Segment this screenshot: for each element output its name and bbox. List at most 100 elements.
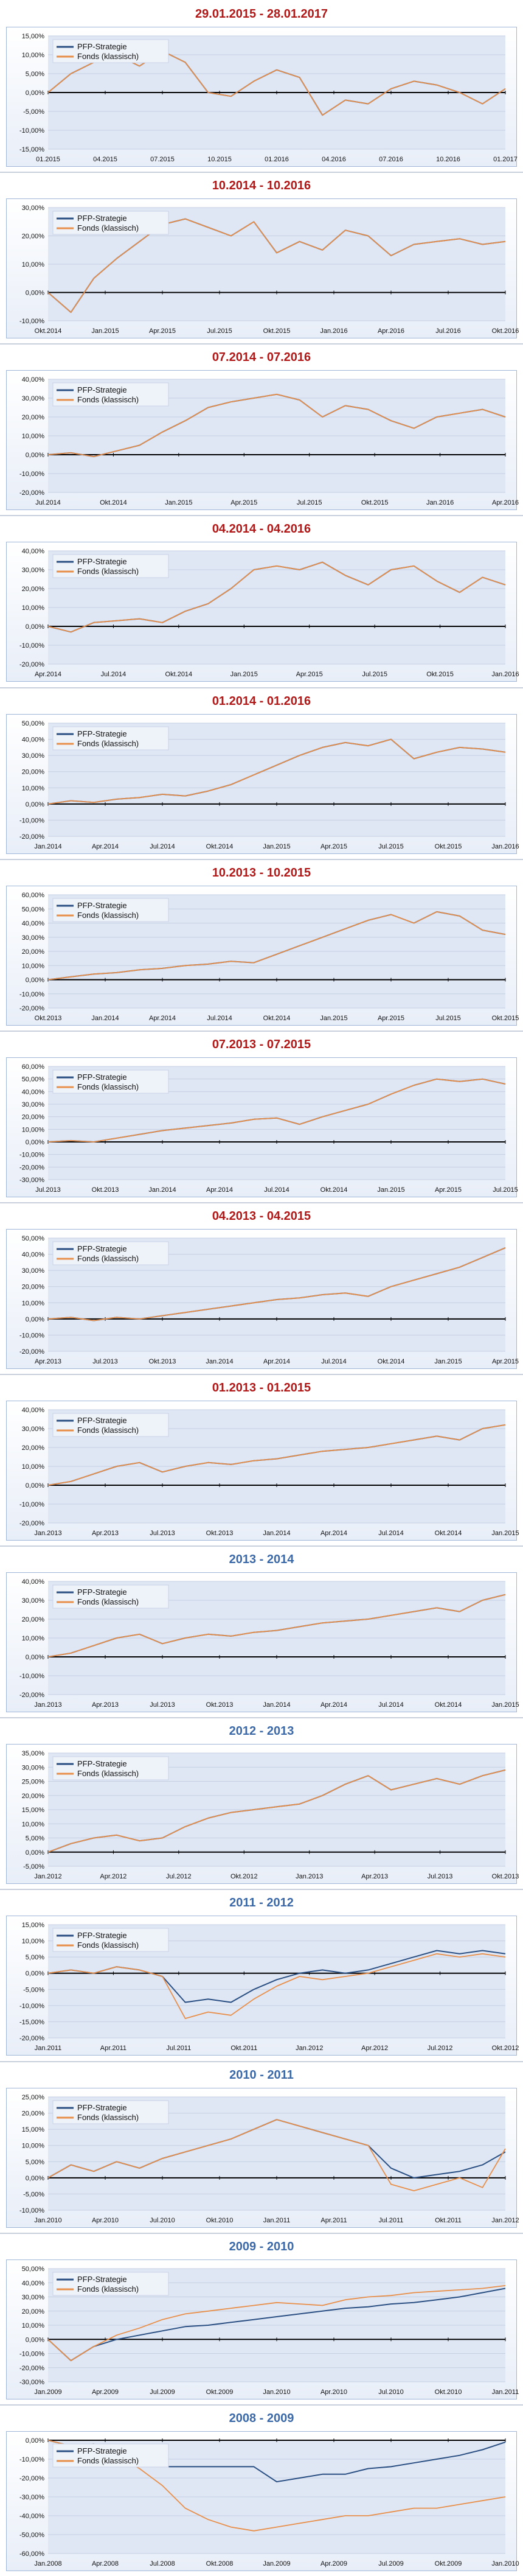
y-tick-label: -5,00% bbox=[23, 1863, 44, 1871]
legend bbox=[52, 1584, 169, 1609]
x-tick-label: Jul.2012 bbox=[166, 1873, 192, 1880]
x-tick-label: Okt.2014 bbox=[435, 1701, 462, 1709]
y-tick-label: -20,00% bbox=[19, 1692, 44, 1699]
x-tick-label: Jan.2008 bbox=[34, 2560, 61, 2567]
y-tick-label: 0,00% bbox=[26, 2336, 44, 2343]
x-tick-label: Apr.2009 bbox=[320, 2560, 347, 2567]
legend-label: PFP-Strategie bbox=[77, 2103, 127, 2112]
x-tick-label: Okt.2010 bbox=[435, 2389, 462, 2396]
y-tick-label: 50,00% bbox=[22, 2266, 45, 2273]
chart-title: 10.2014 - 10.2016 bbox=[212, 179, 311, 192]
x-tick-label: Apr.2014 bbox=[149, 1015, 176, 1022]
y-tick-label: 5,00% bbox=[26, 1835, 44, 1843]
y-tick-label: 30,00% bbox=[22, 1101, 45, 1108]
x-tick-label: Jan.2015 bbox=[491, 1701, 519, 1709]
chart-title: 2010 - 2011 bbox=[229, 2068, 294, 2082]
y-tick-label: 40,00% bbox=[22, 548, 45, 555]
x-tick-label: Okt.2015 bbox=[492, 1015, 519, 1022]
x-tick-label: Jul.2010 bbox=[378, 2389, 404, 2396]
y-tick-label: 5,00% bbox=[26, 1954, 44, 1961]
chart-panel: 07.2014 - 07.2016 40,00% 30,00% 20,00% 10,00… bbox=[0, 343, 523, 515]
y-tick-label: -20,00% bbox=[19, 833, 44, 841]
x-tick-label: Apr.2013 bbox=[92, 1530, 119, 1537]
legend bbox=[52, 1928, 169, 1952]
y-tick-label: 10,00% bbox=[22, 962, 45, 970]
x-tick-label: Jan.2014 bbox=[263, 1701, 290, 1709]
x-tick-label: Apr.2011 bbox=[100, 2045, 126, 2052]
line-chart: 15,00% 10,00% 5,00% 0,00% -5,00% -10,00% -15,0… bbox=[19, 1922, 519, 2052]
y-tick-label: 20,00% bbox=[22, 2110, 45, 2118]
y-tick-label: -20,00% bbox=[19, 1164, 44, 1171]
x-tick-label: Jul.2013 bbox=[92, 1358, 118, 1365]
chart-title: 10.2013 - 10.2015 bbox=[212, 866, 311, 880]
x-tick-label: 10.2015 bbox=[207, 156, 232, 163]
x-tick-label: Jan.2010 bbox=[263, 2389, 290, 2396]
y-tick-label: -10,00% bbox=[19, 1673, 44, 1680]
x-tick-label: Okt.2013 bbox=[35, 1015, 62, 1022]
x-tick-label: Apr.2015 bbox=[230, 499, 257, 506]
y-tick-label: 30,00% bbox=[22, 752, 45, 760]
chart-panel: 04.2014 - 04.2016 40,00% 30,00% 20,00% 10,00… bbox=[0, 515, 523, 687]
y-tick-label: 20,00% bbox=[22, 769, 45, 776]
x-tick-label: Okt.2009 bbox=[435, 2560, 462, 2567]
legend-label: PFP-Strategie bbox=[77, 557, 127, 566]
panel-separator bbox=[0, 2061, 523, 2062]
x-tick-label: Jul.2015 bbox=[378, 843, 404, 850]
x-tick-label: Apr.2014 bbox=[35, 671, 61, 678]
chart-title: 2012 - 2013 bbox=[229, 1724, 294, 1738]
panel-separator bbox=[0, 172, 523, 173]
panel-separator bbox=[0, 1717, 523, 1718]
y-tick-label: 0,00% bbox=[26, 2437, 44, 2445]
y-tick-label: 30,00% bbox=[22, 1764, 45, 1771]
x-tick-label: Jan.2016 bbox=[491, 843, 519, 850]
y-tick-label: 10,00% bbox=[22, 1635, 45, 1642]
y-tick-label: 0,00% bbox=[26, 1316, 44, 1323]
y-tick-label: 20,00% bbox=[22, 2308, 45, 2315]
x-tick-label: Jul.2010 bbox=[150, 2217, 175, 2224]
x-tick-label: Jul.2014 bbox=[264, 1186, 289, 1194]
series-line-fonds bbox=[47, 1769, 506, 1853]
x-tick-label: Apr.2015 bbox=[149, 327, 176, 335]
legend bbox=[52, 39, 169, 63]
line-chart: 50,00% 40,00% 30,00% 20,00% 10,00% 0,00% -10,0… bbox=[19, 1235, 519, 1365]
legend bbox=[52, 2272, 169, 2296]
y-tick-label: 25,00% bbox=[22, 2094, 45, 2101]
chart-panel: 2011 - 2012 15,00% 10,00% 5,00% 0,00% -5,00% -… bbox=[0, 1889, 523, 2060]
x-tick-label: Jul.2014 bbox=[35, 499, 61, 506]
x-tick-label: Jan.2015 bbox=[91, 327, 119, 335]
y-tick-label: 20,00% bbox=[22, 233, 45, 240]
x-tick-label: Apr.2012 bbox=[361, 2045, 388, 2052]
series-line-fonds bbox=[47, 2119, 506, 2191]
y-tick-label: 10,00% bbox=[22, 433, 45, 440]
x-tick-label: 04.2016 bbox=[322, 156, 346, 163]
legend bbox=[52, 1241, 169, 1265]
y-tick-label: -20,00% bbox=[19, 1520, 44, 1527]
x-tick-label: Okt.2011 bbox=[230, 2045, 257, 2052]
legend-label: Fonds (klassisch) bbox=[77, 1254, 139, 1263]
legend-label: Fonds (klassisch) bbox=[77, 1426, 139, 1435]
legend-label: PFP-Strategie bbox=[77, 1931, 127, 1940]
chart-title: 29.01.2015 - 28.01.2017 bbox=[195, 7, 328, 21]
y-tick-label: 20,00% bbox=[22, 1114, 45, 1121]
x-tick-label: Jul.2014 bbox=[378, 1530, 404, 1537]
y-tick-label: 40,00% bbox=[22, 1578, 45, 1586]
chart-panel: 2009 - 2010 50,00% 40,00% 30,00% 20,00% 10,00… bbox=[0, 2233, 523, 2404]
panel-separator bbox=[0, 1374, 523, 1375]
series-line-fonds bbox=[47, 738, 506, 805]
y-tick-label: -10,00% bbox=[19, 471, 44, 478]
x-tick-label: Apr.2016 bbox=[378, 327, 404, 335]
y-tick-label: 5,00% bbox=[26, 71, 44, 78]
plot-frame: 50,00% 40,00% 30,00% 20,00% 10,00% 0,00% -10,0… bbox=[6, 714, 519, 854]
y-tick-label: 10,00% bbox=[22, 1463, 45, 1471]
y-tick-label: 0,00% bbox=[26, 623, 44, 631]
x-tick-label: Apr.2013 bbox=[361, 1873, 388, 1880]
x-tick-label: Jan.2015 bbox=[263, 843, 290, 850]
x-tick-label: Apr.2014 bbox=[92, 843, 119, 850]
x-tick-label: Jan.2016 bbox=[426, 499, 454, 506]
series-line-fonds bbox=[47, 2285, 506, 2361]
x-tick-label: Okt.2015 bbox=[361, 499, 389, 506]
y-tick-label: -20,00% bbox=[19, 1348, 44, 1356]
y-tick-label: -30,00% bbox=[19, 2379, 44, 2386]
line-chart: 25,00% 20,00% 15,00% 10,00% 5,00% 0,00% -5,00%… bbox=[19, 2094, 519, 2224]
series-line-fonds bbox=[47, 1247, 506, 1321]
